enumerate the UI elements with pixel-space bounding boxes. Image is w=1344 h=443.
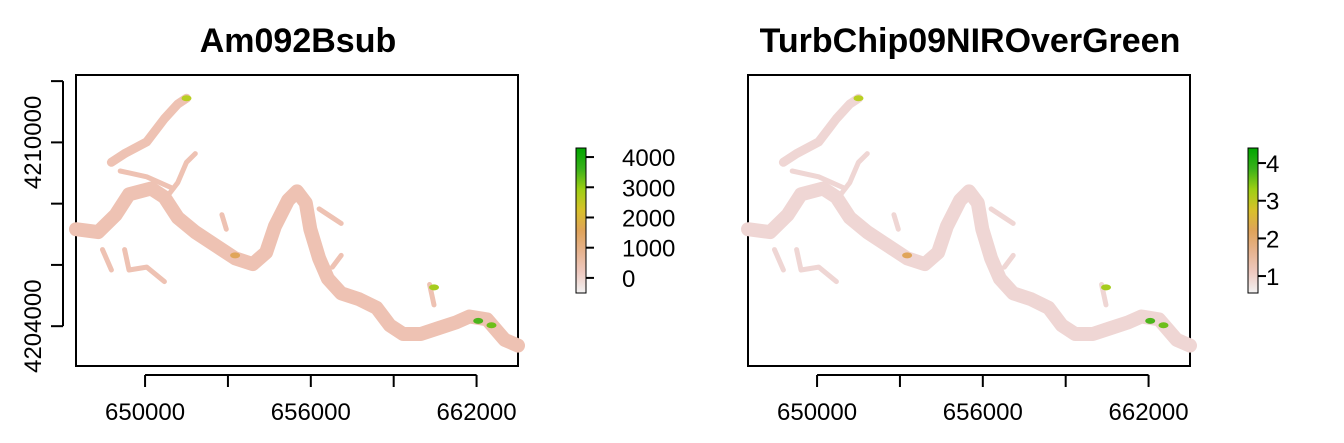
legend-tick-label: 2: [1266, 226, 1279, 253]
legend-tick-label: 2000: [622, 205, 675, 232]
high-value-patch: [230, 252, 241, 259]
high-value-patch: [853, 95, 864, 102]
reservoir-side-arm: [329, 252, 344, 270]
legend-tick-label: 3000: [622, 175, 675, 202]
reservoir-side-arm: [988, 206, 1016, 226]
panel-left: Am092Bsub 650000 656000 662000 4204000 4210…: [20, 22, 675, 426]
legend-tick-label: 3: [1266, 189, 1279, 216]
legend-tick-label: 4: [1266, 151, 1279, 178]
reservoir-side-arm: [794, 247, 839, 285]
reservoir-side-arm: [891, 212, 901, 232]
legend-tick-label: 1: [1266, 264, 1279, 291]
x-tick-label: 656000: [943, 399, 1023, 426]
legend-tick-label: 4000: [622, 145, 675, 172]
legend-color-bar: [575, 147, 587, 294]
high-value-patch: [1158, 322, 1169, 329]
reservoir-side-arm: [772, 247, 786, 273]
high-value-patch: [473, 317, 484, 324]
high-value-patch: [1145, 317, 1156, 324]
x-axis-left: 650000 656000 662000: [105, 374, 517, 426]
reservoir-side-arm: [161, 151, 198, 203]
chart-title-right: TurbChip09NIROverGreen: [760, 22, 1181, 60]
legend-tick-label: 1000: [622, 236, 675, 263]
reservoir-side-arm: [122, 247, 167, 285]
reservoir-side-arm: [117, 168, 176, 191]
high-value-patch: [429, 284, 440, 291]
plot-frame-right: [747, 74, 1191, 367]
x-tick-label: 662000: [1109, 399, 1189, 426]
panel-right: TurbChip09NIROverGreen 650000 656000 66200…: [741, 22, 1279, 426]
reservoir-side-arm: [219, 212, 229, 232]
x-tick-label: 656000: [271, 399, 351, 426]
reservoir-side-arm: [789, 168, 848, 191]
legend-tick-label: 0: [622, 266, 635, 293]
color-legend-right: 1 2 3 4: [1247, 147, 1279, 294]
y-axis-left: 4204000 4210000: [20, 80, 64, 373]
y-tick-label: 4210000: [20, 96, 47, 189]
reservoir-side-arm: [316, 206, 344, 226]
water-body-left: [69, 93, 525, 353]
plot-frame-left: [75, 74, 519, 367]
reservoir-side-arm: [1001, 252, 1016, 270]
reservoir-upper-arm: [106, 93, 191, 167]
high-value-patch: [1101, 284, 1112, 291]
high-value-patch: [486, 322, 497, 329]
high-value-patch: [902, 252, 913, 259]
x-axis-right: 650000 656000 662000: [777, 374, 1189, 426]
x-tick-label: 662000: [437, 399, 517, 426]
color-legend-left: 0 1000 2000 3000 4000: [575, 145, 675, 294]
high-value-patch: [181, 95, 192, 102]
reservoir-upper-arm: [778, 93, 863, 167]
reservoir-side-arm: [100, 247, 114, 273]
reservoir-side-arm: [833, 151, 870, 203]
legend-color-bar: [1247, 147, 1259, 294]
water-body-right: [741, 93, 1197, 353]
y-tick-label: 4204000: [20, 279, 47, 372]
x-tick-label: 650000: [777, 399, 857, 426]
x-tick-label: 650000: [105, 399, 185, 426]
chart-title-left: Am092Bsub: [200, 22, 397, 60]
